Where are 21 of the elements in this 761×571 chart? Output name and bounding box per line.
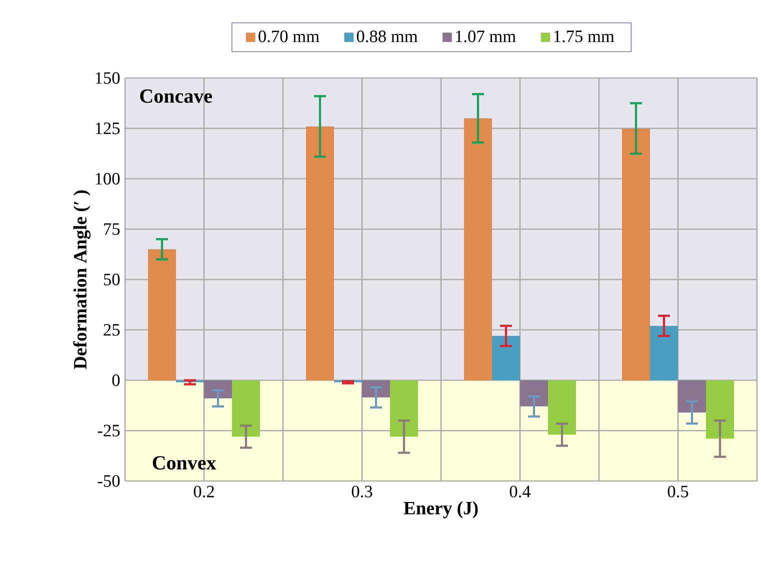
x-tick-label: 0.4 (510, 486, 531, 498)
y-tick-label: 25 (104, 324, 120, 336)
y-tick-label: 50 (104, 274, 120, 286)
x-tick-label: 0.2 (194, 486, 214, 498)
y-tick-label: -25 (98, 424, 120, 436)
x-tick-label: 0.3 (352, 486, 372, 498)
x-tick-label: 0.5 (668, 486, 688, 498)
legend-label: 0.88 mm (356, 30, 418, 42)
y-tick-label: 150 (96, 72, 120, 84)
y-tick-label: 125 (96, 122, 120, 134)
legend-label: 1.07 mm (456, 30, 516, 42)
annotation: Concave (140, 89, 212, 103)
y-axis-title: Deformation Angle (′ ) (73, 190, 90, 370)
y-tick-label: 100 (96, 172, 120, 185)
legend-label: 0.70 mm (258, 30, 320, 42)
legend-label: 1.75 mm (554, 30, 614, 42)
y-tick-label: 0 (112, 374, 120, 386)
x-axis-title: Enery (J) (404, 501, 478, 518)
y-tick-label: -50 (98, 475, 120, 487)
y-tick-label: 75 (104, 223, 120, 235)
annotation: Convex (152, 456, 216, 470)
